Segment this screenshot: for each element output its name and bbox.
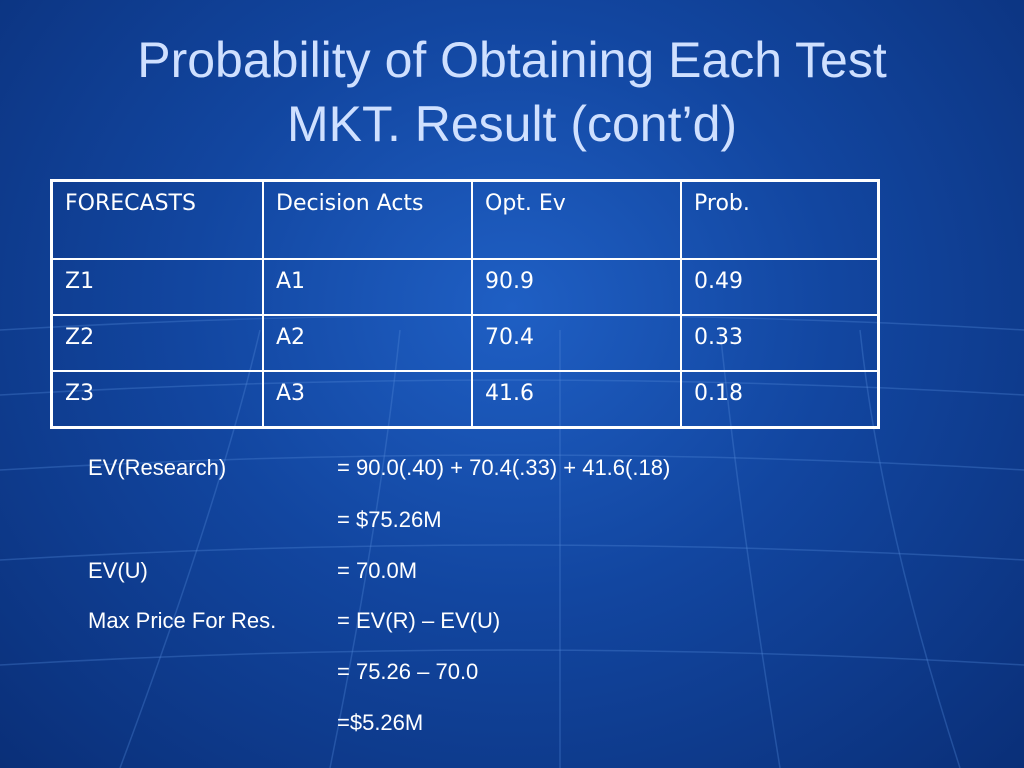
table-cell: 70.4 [471, 314, 682, 372]
calc-label: Max Price For Res. [88, 608, 277, 633]
table-row: Z2 A2 70.4 0.33 [50, 314, 880, 372]
slide-title-line-2: MKT. Result (cont’d) [286, 96, 738, 152]
header-prob: Prob. [680, 179, 880, 260]
table-cell: A3 [262, 370, 473, 429]
calc-value: = 75.26 – 70.0 [337, 659, 479, 684]
calc-value: = $75.26M [337, 507, 442, 532]
table-cell: 41.6 [471, 370, 682, 429]
table-cell: Z1 [50, 258, 264, 316]
table-cell: 90.9 [471, 258, 682, 316]
table-cell: Z2 [50, 314, 264, 372]
slide-title-line-1: Probability of Obtaining Each Test [137, 32, 887, 88]
calc-value: = 70.0M [337, 558, 418, 583]
calc-label: EV(Research) [88, 455, 227, 480]
table-row: Z3 A3 41.6 0.18 [50, 370, 880, 429]
table-header-row: FORECASTS Decision Acts Opt. Ev Prob. [50, 179, 880, 260]
calc-label: EV(U) [88, 558, 148, 583]
table-cell: 0.33 [680, 314, 880, 372]
table-cell: Z3 [50, 370, 264, 429]
table-cell: A1 [262, 258, 473, 316]
calc-value: = EV(R) – EV(U) [337, 608, 501, 633]
slide-title: Probability of Obtaining Each Test MKT. … [0, 28, 1024, 156]
table-cell: 0.18 [680, 370, 880, 429]
header-decision-acts: Decision Acts [262, 179, 473, 260]
calc-value: =$5.26M [337, 710, 424, 735]
table-cell: 0.49 [680, 258, 880, 316]
table-row: Z1 A1 90.9 0.49 [50, 258, 880, 316]
calc-value: = 90.0(.40) + 70.4(.33) + 41.6(.18) [337, 455, 671, 480]
table-cell: A2 [262, 314, 473, 372]
forecast-table: FORECASTS Decision Acts Opt. Ev Prob. Z1… [50, 179, 880, 429]
header-forecasts: FORECASTS [50, 179, 264, 260]
header-opt-ev: Opt. Ev [471, 179, 682, 260]
